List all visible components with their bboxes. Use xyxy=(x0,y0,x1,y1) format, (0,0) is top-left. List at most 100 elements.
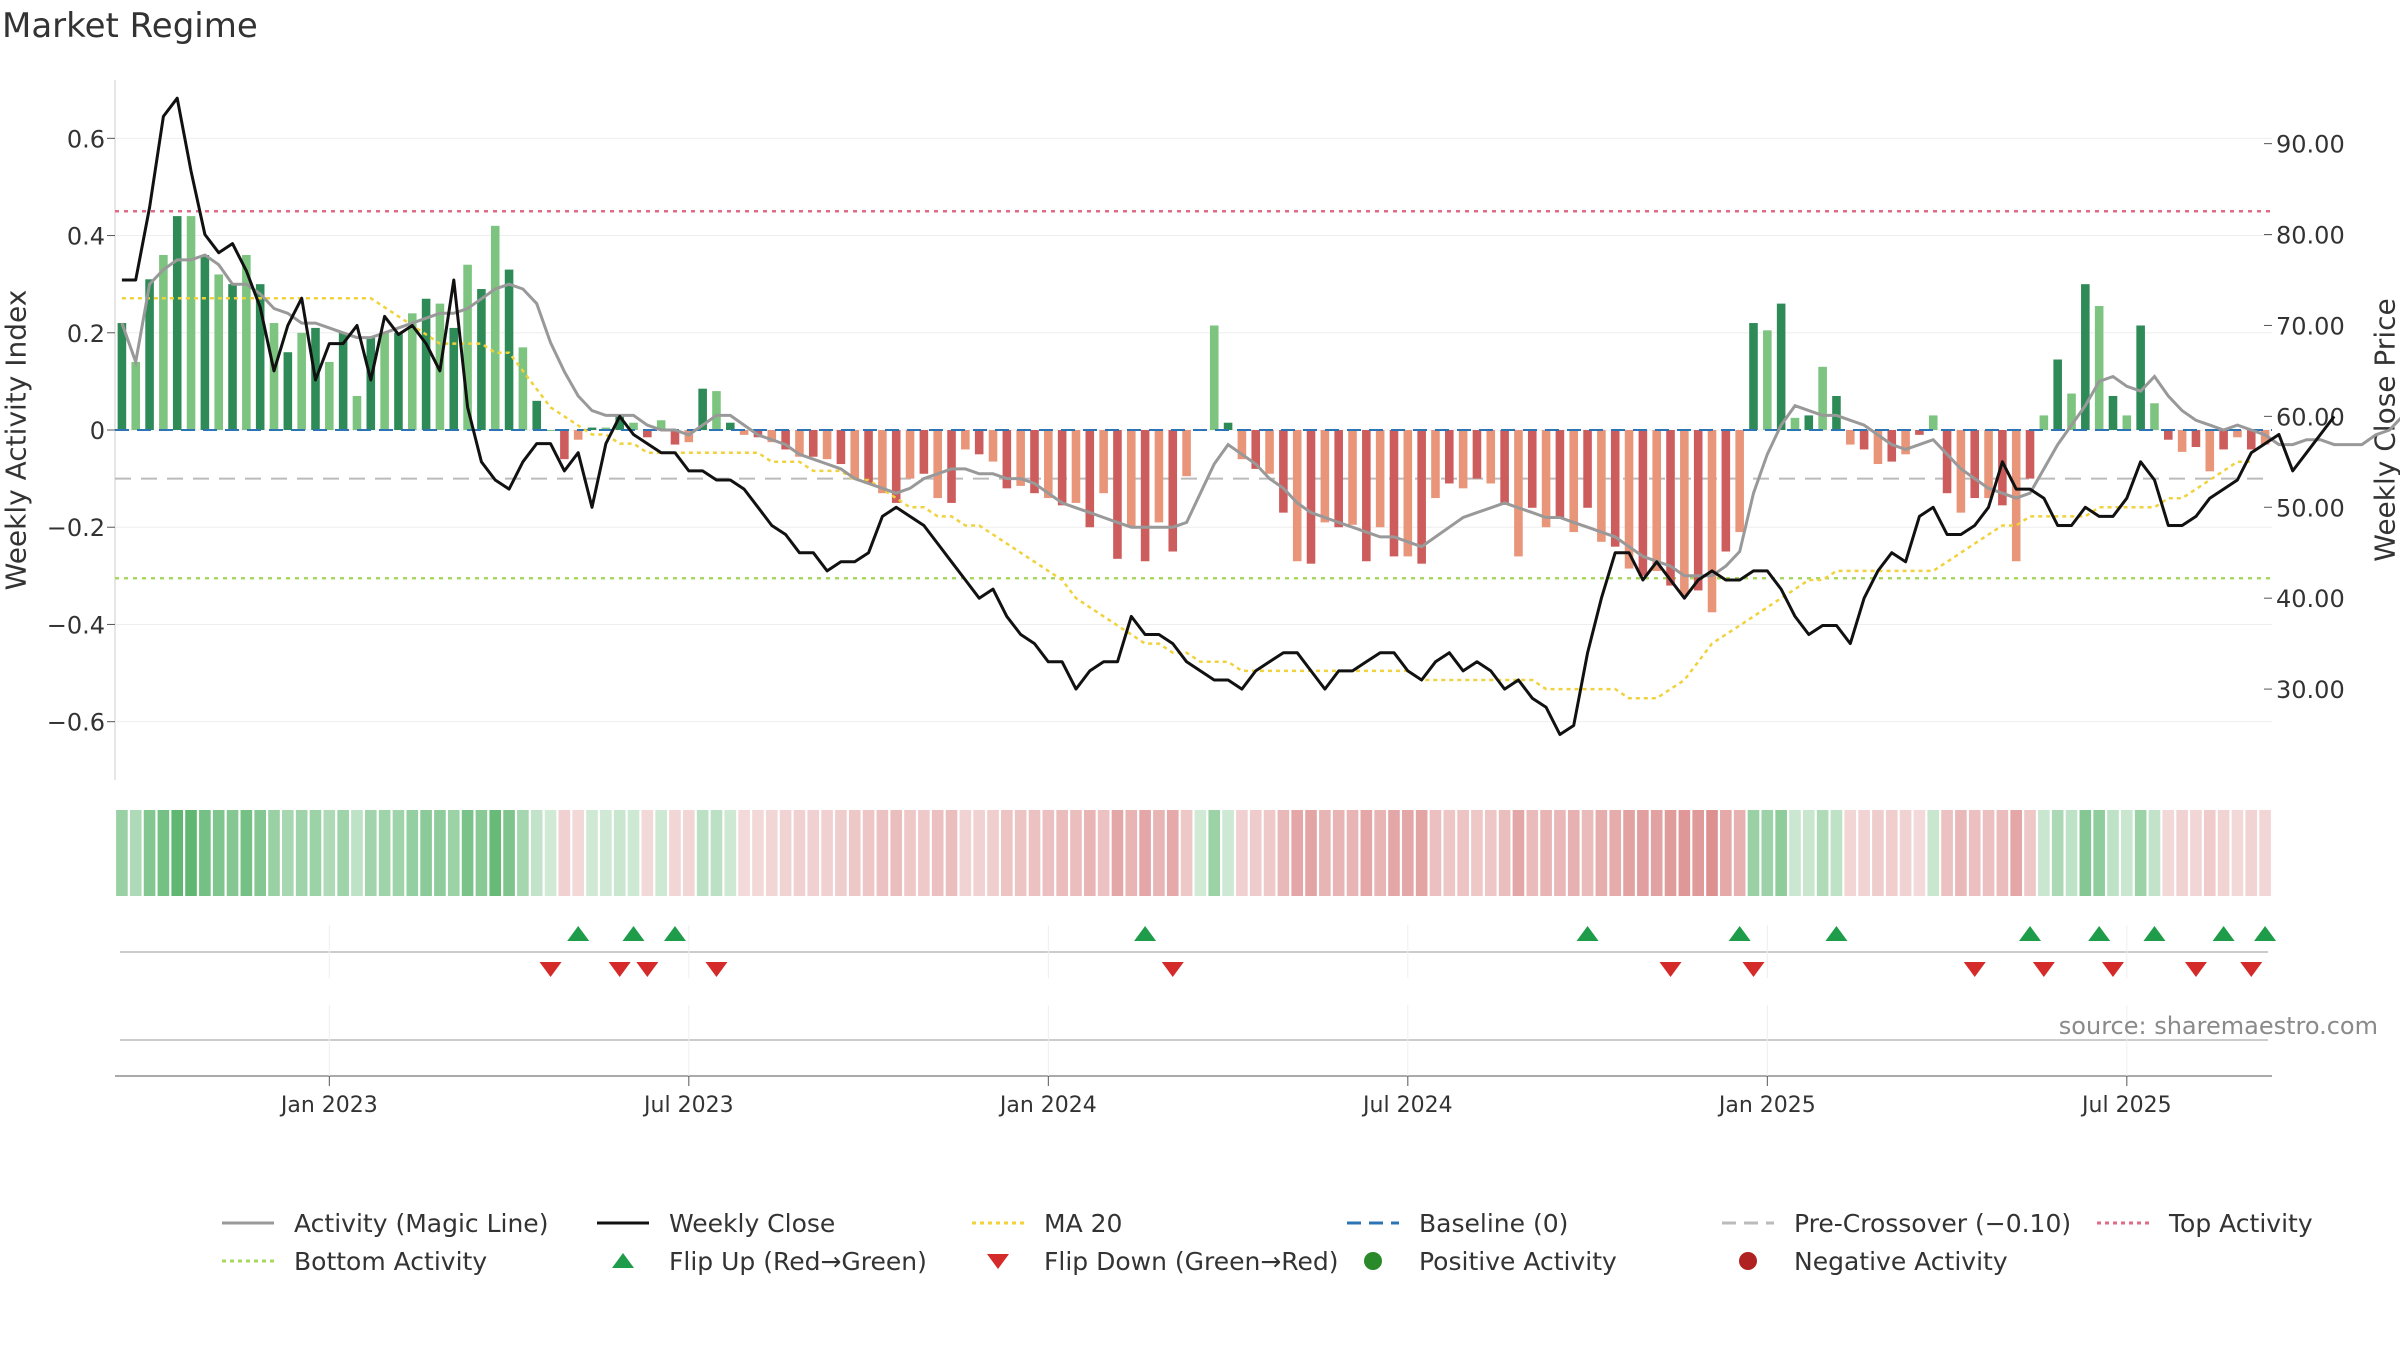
regime-strip-cell xyxy=(1567,810,1580,896)
regime-strip-cell xyxy=(1872,810,1884,896)
activity-bar xyxy=(1251,430,1261,469)
activity-bar xyxy=(1486,430,1496,484)
legend-swatch-icon xyxy=(2097,1221,2149,1225)
activity-bar xyxy=(1984,430,1993,499)
activity-bar xyxy=(2191,430,2201,448)
regime-strip-cell xyxy=(212,810,225,896)
regime-strip-cell xyxy=(323,810,336,896)
activity-bar xyxy=(961,430,970,450)
regime-strip-cell xyxy=(572,810,585,896)
regime-strip-cell xyxy=(669,810,681,896)
regime-strip-cell xyxy=(337,810,349,896)
legend-swatch-icon xyxy=(612,1253,634,1268)
activity-bar xyxy=(546,430,555,431)
regime-strip-cell xyxy=(1982,810,1995,896)
y-tick-label-left: −0.6 xyxy=(47,709,105,737)
activity-bar xyxy=(338,332,348,430)
activity-bar xyxy=(2205,430,2215,472)
activity-bar xyxy=(1016,430,1025,486)
regime-strip-cell xyxy=(752,810,764,896)
regime-strip-cell xyxy=(295,810,308,896)
regime-strip-cell xyxy=(765,810,778,896)
activity-bar xyxy=(1873,430,1883,465)
activity-bar xyxy=(366,337,376,430)
activity-bar xyxy=(1680,430,1689,596)
activity-bar xyxy=(1306,430,1316,564)
regime-strip-cell xyxy=(2010,810,2023,896)
flip-up-marker xyxy=(2019,926,2042,941)
y-tick-label-left: −0.4 xyxy=(47,611,105,639)
activity-bar xyxy=(905,430,915,479)
chart-legend: Activity (Magic Line) Weekly Close MA 20 Ba… xyxy=(0,1205,2400,1285)
activity-bar xyxy=(2067,393,2076,430)
flip-down-marker xyxy=(2101,962,2124,977)
legend-label: Baseline (0) xyxy=(1419,1208,1569,1238)
activity-bar xyxy=(1610,430,1620,547)
activity-bar xyxy=(850,430,860,479)
regime-strip-cell xyxy=(364,810,377,896)
regime-strip-cell xyxy=(613,810,626,896)
activity-bar xyxy=(1832,395,1841,430)
x-tick-label: Jan 2023 xyxy=(279,1093,378,1118)
regime-strip-cell xyxy=(1996,810,2009,896)
regime-strip-cell xyxy=(2065,810,2078,896)
activity-bar xyxy=(2011,430,2021,562)
regime-strip-cell xyxy=(724,810,737,896)
regime-strip-cell xyxy=(1498,810,1511,896)
regime-strip-cell xyxy=(1443,810,1456,896)
regime-strip-cell xyxy=(696,810,709,896)
regime-strip-cell xyxy=(1319,810,1331,896)
regime-strip-cell xyxy=(1885,810,1898,896)
legend-swatch-icon xyxy=(1722,1221,1774,1225)
legend-label: Activity (Magic Line) xyxy=(294,1208,549,1238)
activity-bar xyxy=(159,255,168,430)
activity-bar xyxy=(1030,430,1039,494)
regime-strip-cell xyxy=(1236,810,1248,896)
flip-up-marker xyxy=(1576,926,1599,941)
flip-down-marker xyxy=(608,962,631,977)
regime-strip-cell xyxy=(1291,810,1304,896)
activity-bar xyxy=(1763,330,1772,430)
legend-swatch-icon xyxy=(222,1259,274,1263)
legend-item: Flip Up (Red→Green) xyxy=(595,1243,927,1279)
activity-bar xyxy=(2219,430,2228,450)
x-tick-label: Jan 2024 xyxy=(998,1093,1097,1118)
activity-bar xyxy=(463,264,472,430)
activity-bar xyxy=(836,430,846,465)
y-tick-label-left: 0 xyxy=(90,417,105,445)
regime-strip-cell xyxy=(2107,810,2119,896)
activity-bar xyxy=(504,269,514,430)
regime-strip-cell xyxy=(1277,810,1290,896)
regime-strip-cell xyxy=(1650,810,1663,896)
regime-strip-cell xyxy=(1512,810,1525,896)
activity-bar xyxy=(1099,430,1108,494)
regime-strip-cell xyxy=(1623,810,1635,896)
regime-strip-cell xyxy=(2093,810,2105,896)
regime-strip-cell xyxy=(1816,810,1829,896)
regime-strip-cell xyxy=(1747,810,1760,896)
activity-bar xyxy=(2108,395,2118,430)
regime-strip-cell xyxy=(1927,810,1940,896)
activity-bar xyxy=(2136,325,2145,430)
regime-strip-cell xyxy=(517,810,529,896)
activity-bar xyxy=(145,279,154,430)
activity-bar xyxy=(712,391,721,430)
activity-bar xyxy=(1002,430,1012,489)
regime-strip-cell xyxy=(1844,810,1857,896)
activity-bar xyxy=(394,332,403,430)
activity-bar xyxy=(767,430,777,443)
activity-bar xyxy=(1527,430,1537,508)
regime-strip-cell xyxy=(600,810,612,896)
legend-item: Pre-Crossover (−0.10) xyxy=(1720,1205,2071,1241)
activity-bar xyxy=(1597,430,1606,542)
legend-swatch-icon xyxy=(222,1221,274,1225)
regime-strip-cell xyxy=(793,810,806,896)
activity-bar xyxy=(518,347,528,430)
activity-bar xyxy=(1790,417,1800,430)
regime-strip-cell xyxy=(378,810,391,896)
regime-strip-cell xyxy=(2121,810,2133,896)
regime-strip-cell xyxy=(143,810,156,896)
magic-line xyxy=(120,253,2400,578)
regime-strip-cell xyxy=(2162,810,2175,896)
regime-strip-cell xyxy=(1070,810,1082,896)
